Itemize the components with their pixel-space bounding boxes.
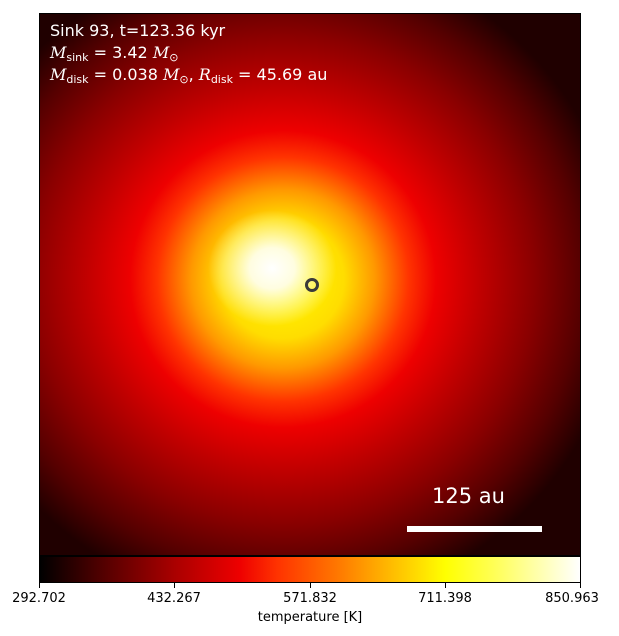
scalebar (407, 526, 542, 532)
colorbar-axis-label: temperature [K] (257, 610, 363, 625)
sink-title: Sink 93, t=123.36 kyr (50, 21, 226, 40)
colorbar (39, 556, 581, 583)
msink-unit: M (152, 43, 170, 62)
mdisk-unit-sub: ⊙ (179, 73, 189, 86)
msink-subscript: sink (66, 51, 89, 64)
sink-mass-label: Msink = 3.42 M⊙ (50, 43, 179, 64)
colorbar-tick (445, 583, 446, 588)
colorbar-tick (174, 583, 175, 588)
msink-value: = 3.42 (88, 43, 153, 62)
mdisk-value: = 0.038 (88, 65, 163, 84)
rdisk-subscript: disk (210, 73, 233, 86)
colorbar-tick (39, 583, 40, 588)
rdisk-value: = 45.69 au (232, 65, 328, 84)
mdisk-symbol: M (50, 65, 67, 84)
msink-unit-sub: ⊙ (169, 51, 179, 64)
colorbar-tick-label: 711.398 (418, 591, 472, 606)
colorbar-tick-label: 571.832 (283, 591, 337, 606)
colorbar-tick-label: 850.963 (545, 591, 599, 606)
mdisk-unit: M (163, 65, 180, 84)
temperature-map: Sink 93, t=123.36 kyr Msink = 3.42 M⊙ Md… (39, 13, 581, 556)
sink-marker-icon (305, 278, 319, 292)
scalebar-label: 125 au (432, 484, 505, 508)
colorbar-tick-label: 432.267 (147, 591, 201, 606)
mdisk-subscript: disk (66, 73, 89, 86)
rdisk-symbol: R (198, 65, 211, 84)
mdisk-separator: , (188, 65, 199, 84)
colorbar-tick (310, 583, 311, 588)
msink-symbol: M (50, 43, 67, 62)
disk-properties-label: Mdisk = 0.038 M⊙, Rdisk = 45.69 au (50, 65, 328, 86)
colorbar-tick-label: 292.702 (12, 591, 66, 606)
colorbar-tick (580, 583, 581, 588)
